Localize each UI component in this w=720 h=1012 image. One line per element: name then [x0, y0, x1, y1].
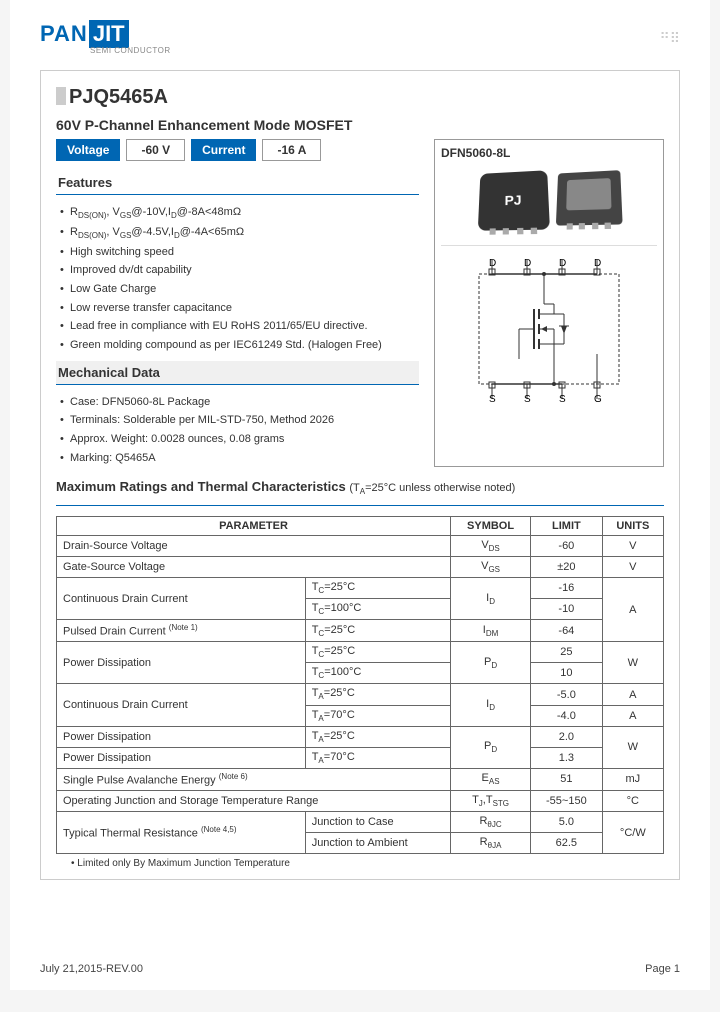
datasheet-page: PAN JIT SEMI CONDUCTOR ⠛⠿ PJQ5465A 60V P… [10, 0, 710, 990]
page-footer: July 21,2015-REV.00 Page 1 [40, 963, 680, 975]
left-column: Voltage -60 V Current -16 A Features RDS… [56, 139, 419, 467]
package-box: DFN5060-8L PJ D D D D [434, 139, 664, 467]
table-cell: Power Dissipation [57, 747, 306, 768]
svg-text:S: S [559, 394, 566, 404]
package-title: DFN5060-8L [441, 146, 657, 160]
voltage-value: -60 V [126, 139, 185, 161]
feature-item: RDS(ON), VGS@-10V,ID@-8A<48mΩ [60, 203, 419, 223]
table-cell: Drain-Source Voltage [57, 535, 451, 556]
part-number: PJQ5465A [56, 86, 664, 109]
spec-badges: Voltage -60 V Current -16 A [56, 139, 419, 161]
package-image: PJ [441, 170, 657, 230]
ratings-title-note: (TA=25°C unless otherwise noted) [349, 482, 515, 494]
th-units: UNITS [602, 516, 663, 535]
table-cell: Power Dissipation [57, 642, 306, 684]
pinout-schematic: DDDD [441, 245, 657, 404]
th-limit: LIMIT [531, 516, 603, 535]
table-cell: Gate-Source Voltage [57, 556, 451, 577]
svg-text:D: D [489, 258, 496, 269]
table-cell: Single Pulse Avalanche Energy (Note 6) [57, 769, 451, 791]
table-cell: Pulsed Drain Current (Note 1) [57, 620, 306, 642]
mechanical-list: Case: DFN5060-8L Package Terminals: Sold… [56, 393, 419, 468]
svg-text:S: S [524, 394, 531, 404]
content-frame: PJQ5465A 60V P-Channel Enhancement Mode … [40, 70, 680, 880]
table-cell: Typical Thermal Resistance (Note 4,5) [57, 812, 306, 854]
table-cell: Continuous Drain Current [57, 578, 306, 620]
svg-text:G: G [594, 394, 602, 404]
feature-item: Low reverse transfer capacitance [60, 299, 419, 318]
voltage-label: Voltage [56, 139, 120, 161]
svg-text:S: S [489, 394, 496, 404]
ratings-table: PARAMETER SYMBOL LIMIT UNITS Drain-Sourc… [56, 516, 664, 855]
footer-page: Page 1 [645, 963, 680, 975]
chip-back-icon [555, 170, 622, 225]
ratings-title: Maximum Ratings and Thermal Characterist… [56, 479, 664, 496]
product-subtitle: 60V P-Channel Enhancement Mode MOSFET [56, 117, 664, 133]
mechanical-item: Terminals: Solderable per MIL-STD-750, M… [60, 411, 419, 430]
feature-item: Low Gate Charge [60, 280, 419, 299]
current-label: Current [191, 139, 256, 161]
svg-text:D: D [524, 258, 531, 269]
features-title: Features [56, 171, 419, 195]
logo: PAN JIT SEMI CONDUCTOR [40, 20, 680, 55]
th-symbol: SYMBOL [451, 516, 531, 535]
features-list: RDS(ON), VGS@-10V,ID@-8A<48mΩ RDS(ON), V… [56, 203, 419, 355]
table-cell: Continuous Drain Current [57, 684, 306, 726]
th-parameter: PARAMETER [57, 516, 451, 535]
ratings-footnote: • Limited only By Maximum Junction Tempe… [56, 858, 664, 869]
svg-text:D: D [594, 258, 601, 269]
logo-jit: JIT [89, 20, 129, 48]
decorative-dots-icon: ⠛⠿ [659, 30, 680, 47]
svg-text:D: D [559, 258, 566, 269]
feature-item: High switching speed [60, 243, 419, 262]
table-cell: Power Dissipation [57, 726, 306, 747]
feature-item: Green molding compound as per IEC61249 S… [60, 336, 419, 355]
feature-item: Improved dv/dt capability [60, 261, 419, 280]
feature-item: Lead free in compliance with EU RoHS 201… [60, 317, 419, 336]
mechanical-item: Case: DFN5060-8L Package [60, 393, 419, 412]
footer-date: July 21,2015-REV.00 [40, 963, 143, 975]
table-cell: Operating Junction and Storage Temperatu… [57, 790, 451, 811]
current-value: -16 A [262, 139, 321, 161]
mechanical-title: Mechanical Data [56, 361, 419, 385]
mechanical-item: Approx. Weight: 0.0028 ounces, 0.08 gram… [60, 430, 419, 449]
logo-subtitle: SEMI CONDUCTOR [90, 46, 171, 55]
logo-pan: PAN [40, 21, 88, 47]
chip-front-icon: PJ [477, 170, 549, 230]
mechanical-item: Marking: Q5465A [60, 449, 419, 468]
feature-item: RDS(ON), VGS@-4.5V,ID@-4A<65mΩ [60, 223, 419, 243]
